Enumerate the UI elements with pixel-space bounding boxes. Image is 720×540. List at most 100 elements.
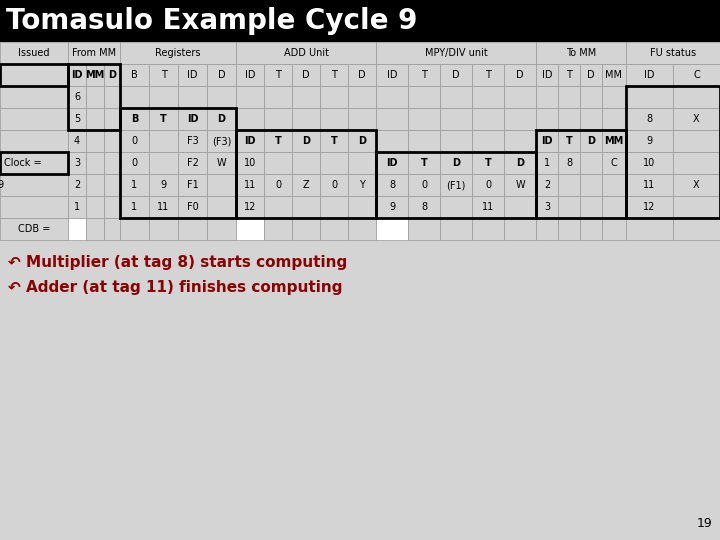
- Bar: [236, 86, 264, 108]
- Text: 2: 2: [74, 180, 80, 190]
- Text: (F1): (F1): [446, 180, 466, 190]
- Bar: [673, 86, 720, 108]
- Bar: [558, 86, 580, 108]
- Bar: [376, 86, 408, 108]
- Bar: [580, 108, 602, 130]
- Text: 0: 0: [275, 180, 281, 190]
- Text: T: T: [160, 114, 167, 124]
- Text: D: D: [108, 70, 116, 80]
- Text: T: T: [566, 70, 572, 80]
- Bar: [207, 174, 236, 196]
- Bar: [207, 64, 236, 86]
- Text: 1: 1: [132, 202, 138, 212]
- Bar: [149, 174, 178, 196]
- Bar: [440, 86, 472, 108]
- Text: ID: ID: [245, 70, 256, 80]
- Text: MM: MM: [606, 70, 623, 80]
- Bar: [504, 196, 536, 218]
- Bar: [320, 152, 348, 174]
- Bar: [440, 174, 472, 196]
- Bar: [602, 218, 626, 240]
- Bar: [236, 196, 264, 218]
- Bar: [558, 64, 580, 86]
- Bar: [472, 130, 504, 152]
- Text: D: D: [452, 70, 460, 80]
- Bar: [68, 218, 86, 240]
- Text: ID: ID: [541, 70, 552, 80]
- Text: C: C: [693, 70, 700, 80]
- Text: 11: 11: [244, 180, 256, 190]
- Text: ID: ID: [541, 136, 553, 146]
- Text: MPY/DIV unit: MPY/DIV unit: [425, 48, 487, 58]
- Text: C: C: [611, 158, 617, 168]
- Text: 6: 6: [74, 92, 80, 102]
- Bar: [86, 108, 104, 130]
- Bar: [236, 42, 376, 64]
- Bar: [236, 64, 264, 86]
- Bar: [472, 196, 504, 218]
- Text: 11: 11: [158, 202, 170, 212]
- Bar: [320, 86, 348, 108]
- Bar: [376, 64, 408, 86]
- Text: 0: 0: [421, 180, 427, 190]
- Bar: [626, 64, 673, 86]
- Bar: [0, 152, 68, 174]
- Bar: [626, 42, 720, 64]
- Text: D: D: [358, 70, 366, 80]
- Text: X: X: [693, 114, 700, 124]
- Text: T: T: [566, 136, 572, 146]
- Bar: [580, 64, 602, 86]
- Bar: [86, 130, 104, 152]
- Bar: [86, 218, 104, 240]
- Text: ID: ID: [71, 70, 83, 80]
- Text: 0: 0: [331, 180, 337, 190]
- Bar: [673, 196, 720, 218]
- Bar: [504, 152, 536, 174]
- Bar: [149, 152, 178, 174]
- Bar: [68, 196, 86, 218]
- Text: 9: 9: [0, 180, 4, 190]
- Bar: [68, 42, 120, 64]
- Bar: [292, 130, 320, 152]
- Text: 8: 8: [647, 114, 652, 124]
- Text: D: D: [516, 158, 524, 168]
- Bar: [408, 218, 440, 240]
- Bar: [264, 64, 292, 86]
- Bar: [0, 64, 68, 86]
- Bar: [68, 174, 86, 196]
- Bar: [558, 218, 580, 240]
- Text: ID: ID: [387, 70, 397, 80]
- Bar: [580, 130, 602, 152]
- Bar: [376, 196, 408, 218]
- Text: 1: 1: [132, 180, 138, 190]
- Bar: [440, 152, 472, 174]
- Bar: [292, 196, 320, 218]
- Text: T: T: [485, 70, 491, 80]
- Bar: [264, 86, 292, 108]
- Bar: [536, 42, 626, 64]
- Bar: [68, 130, 86, 152]
- Bar: [264, 218, 292, 240]
- Bar: [673, 64, 720, 86]
- Text: FU status: FU status: [650, 48, 696, 58]
- Bar: [504, 130, 536, 152]
- Bar: [602, 108, 626, 130]
- Bar: [348, 108, 376, 130]
- Bar: [120, 42, 236, 64]
- Bar: [348, 174, 376, 196]
- Text: 3: 3: [74, 158, 80, 168]
- Bar: [320, 196, 348, 218]
- Bar: [580, 174, 602, 196]
- Bar: [558, 108, 580, 130]
- Bar: [207, 152, 236, 174]
- Bar: [504, 64, 536, 86]
- Bar: [0, 86, 68, 108]
- Text: 9: 9: [389, 202, 395, 212]
- Bar: [472, 174, 504, 196]
- Bar: [178, 152, 207, 174]
- Bar: [472, 86, 504, 108]
- Bar: [104, 218, 120, 240]
- Bar: [86, 64, 104, 86]
- Bar: [236, 174, 264, 196]
- Text: D: D: [587, 136, 595, 146]
